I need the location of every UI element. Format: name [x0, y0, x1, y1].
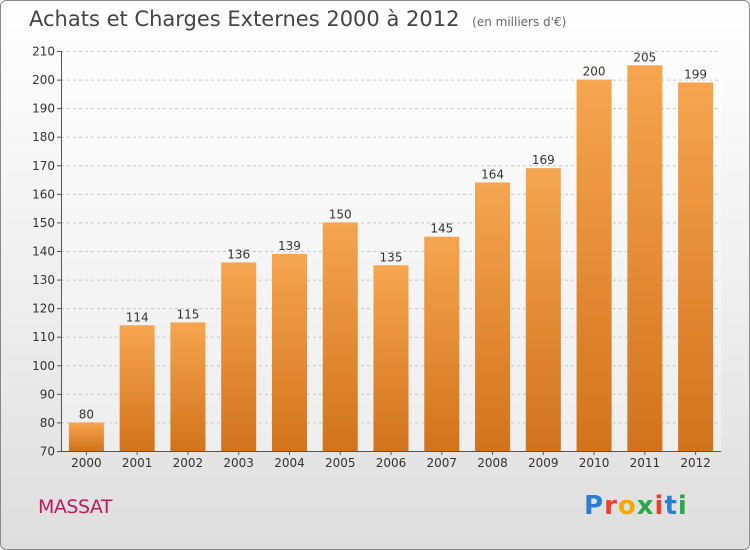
data-label: 169 — [532, 153, 555, 167]
logo-letter: i — [677, 491, 688, 521]
x-tick-label: 2011 — [630, 456, 661, 470]
x-tick-label: 2004 — [274, 456, 305, 470]
y-tick-label: 80 — [40, 416, 55, 430]
x-tick-label: 2012 — [680, 456, 711, 470]
x-tick-label: 2002 — [173, 456, 204, 470]
chart-title: Achats et Charges Externes 2000 à 2012 (… — [29, 7, 566, 31]
bar — [525, 168, 561, 451]
x-tick-label: 2008 — [477, 456, 508, 470]
logo-letter: r — [604, 491, 618, 521]
data-label: 114 — [126, 310, 149, 324]
x-tick-label: 2003 — [223, 456, 254, 470]
x-tick-label: 2010 — [579, 456, 610, 470]
bar — [475, 182, 511, 451]
y-tick-label: 200 — [32, 73, 55, 87]
y-tick-label: 120 — [32, 302, 55, 316]
bar — [576, 79, 612, 452]
data-label: 80 — [79, 407, 94, 421]
data-label: 200 — [583, 65, 606, 79]
commune-name: MASSAT — [38, 496, 113, 518]
x-tick-label: 2006 — [376, 456, 407, 470]
bar — [627, 65, 663, 452]
logo-letter: i — [654, 491, 665, 521]
title-text: Achats et Charges Externes 2000 à 2012 — [29, 7, 460, 31]
data-label: 115 — [176, 307, 199, 321]
x-tick-label: 2005 — [325, 456, 356, 470]
chart-subtitle: (en milliers d'€) — [472, 15, 567, 29]
data-label: 150 — [329, 207, 352, 221]
logo-letter: t — [664, 491, 678, 521]
bar — [271, 253, 307, 451]
y-tick-label: 100 — [32, 359, 55, 373]
y-tick-label: 110 — [32, 330, 55, 344]
data-label: 199 — [684, 67, 707, 81]
data-label: 164 — [481, 167, 504, 181]
data-label: 205 — [633, 50, 656, 64]
y-tick-label: 190 — [32, 102, 55, 116]
data-label: 135 — [380, 250, 403, 264]
logo-letter: P — [584, 491, 605, 521]
y-tick-label: 170 — [32, 159, 55, 173]
bar — [119, 325, 155, 451]
x-tick-label: 2007 — [426, 456, 457, 470]
y-tick-label: 210 — [32, 45, 55, 59]
bar — [424, 236, 460, 451]
y-tick-label: 90 — [40, 387, 55, 401]
y-tick-label: 130 — [32, 273, 55, 287]
bar — [322, 222, 358, 451]
y-tick-label: 150 — [32, 216, 55, 230]
data-label: 145 — [430, 222, 453, 236]
y-tick-label: 140 — [32, 245, 55, 259]
y-tick-label: 160 — [32, 187, 55, 201]
bar — [373, 265, 409, 451]
bar — [68, 422, 104, 451]
x-tick-label: 2001 — [122, 456, 153, 470]
data-label: 139 — [278, 239, 301, 253]
logo-letter: o — [617, 491, 637, 521]
y-tick-label: 70 — [40, 445, 55, 459]
y-tick-label: 180 — [32, 130, 55, 144]
proxiti-logo: Proxiti — [584, 491, 688, 521]
bar — [170, 322, 206, 451]
x-tick-label: 2000 — [71, 456, 102, 470]
data-label: 136 — [227, 247, 250, 261]
bar — [678, 82, 714, 451]
x-tick-label: 2009 — [528, 456, 559, 470]
logo-letter: x — [636, 491, 655, 521]
bar — [221, 262, 257, 451]
